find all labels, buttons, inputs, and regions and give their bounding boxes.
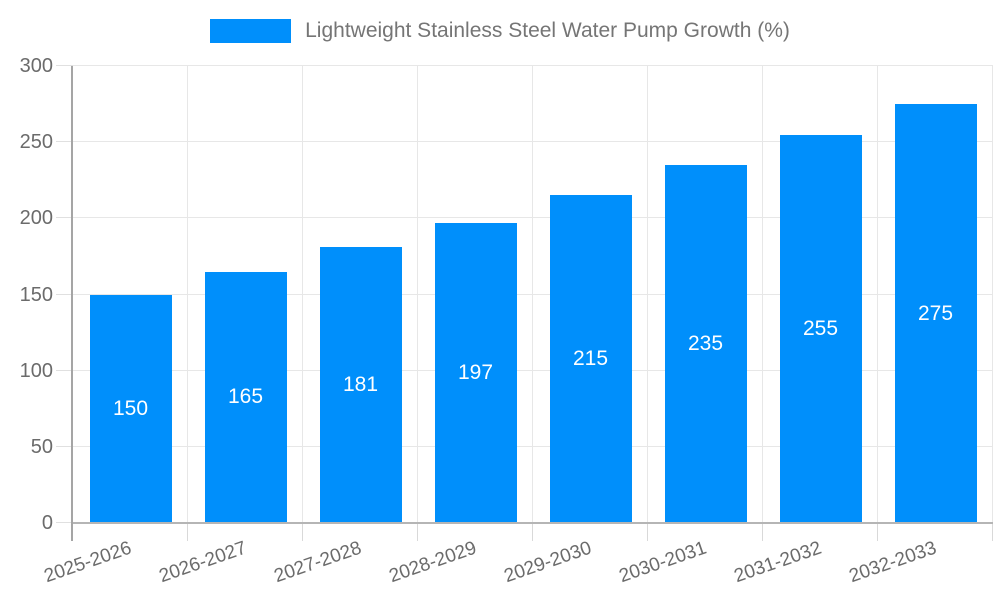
gridline-horizontal <box>73 293 993 295</box>
bar-2026-2027[interactable] <box>204 271 287 523</box>
gridline-horizontal <box>73 217 993 219</box>
x-axis-tick <box>302 523 303 541</box>
bar-2031-2032[interactable] <box>779 134 862 523</box>
y-axis-tick <box>56 522 73 523</box>
legend-swatch-icon <box>210 19 292 43</box>
y-axis-label: 300 <box>19 55 53 77</box>
gridline-vertical <box>647 66 648 523</box>
x-axis-tick <box>762 523 763 541</box>
y-axis-label: 200 <box>19 207 53 230</box>
x-axis-tick <box>532 523 533 541</box>
gridline-vertical <box>417 66 418 523</box>
bar-2030-2031[interactable] <box>664 165 747 523</box>
bar-value-label: 150 <box>112 396 149 420</box>
gridline-vertical <box>877 66 878 523</box>
x-axis-tick <box>877 523 878 541</box>
y-axis-tick <box>56 369 73 371</box>
bar-value-label: 235 <box>687 332 724 355</box>
bar-value-label: 275 <box>917 301 954 325</box>
x-axis-line <box>73 522 993 524</box>
bar-2032-2033[interactable] <box>894 104 977 523</box>
gridline-horizontal <box>73 65 993 66</box>
bar-value-label: 181 <box>342 373 379 397</box>
gridline-vertical <box>302 66 303 523</box>
gridline-horizontal <box>73 445 993 447</box>
x-axis-tick <box>647 523 648 541</box>
gridline-vertical <box>992 66 993 523</box>
x-axis-tick <box>187 523 188 541</box>
gridline-horizontal <box>73 369 993 371</box>
bar-2025-2026[interactable] <box>89 294 172 523</box>
gridline-vertical <box>762 66 763 523</box>
bar-value-label: 215 <box>572 347 609 371</box>
y-axis-label: 100 <box>19 359 53 382</box>
y-axis-tick <box>56 141 73 143</box>
y-axis-label: 0 <box>41 512 53 534</box>
y-axis-tick <box>56 445 73 447</box>
y-axis-line <box>71 66 73 541</box>
gridline-vertical <box>187 66 188 523</box>
bar-2028-2029[interactable] <box>434 222 517 523</box>
bar-value-label: 197 <box>457 360 494 384</box>
y-axis-tick <box>56 217 73 219</box>
y-axis-label: 250 <box>19 131 53 154</box>
bar-2029-2030[interactable] <box>549 195 632 523</box>
y-axis-tick <box>56 293 73 295</box>
x-axis-tick <box>417 523 418 541</box>
legend-label: Lightweight Stainless Steel Water Pump G… <box>305 19 790 42</box>
bar-value-label: 255 <box>802 316 839 340</box>
legend-item[interactable]: Lightweight Stainless Steel Water Pump G… <box>210 19 790 43</box>
bar-2027-2028[interactable] <box>319 247 402 523</box>
gridline-vertical <box>532 66 533 523</box>
y-axis-label: 150 <box>19 283 53 306</box>
gridline-horizontal <box>73 141 993 143</box>
bar-value-label: 165 <box>227 385 264 409</box>
y-axis-tick <box>56 65 73 66</box>
y-axis-label: 50 <box>30 435 53 458</box>
x-axis-tick <box>992 523 993 541</box>
legend: Lightweight Stainless Steel Water Pump G… <box>0 19 1000 43</box>
